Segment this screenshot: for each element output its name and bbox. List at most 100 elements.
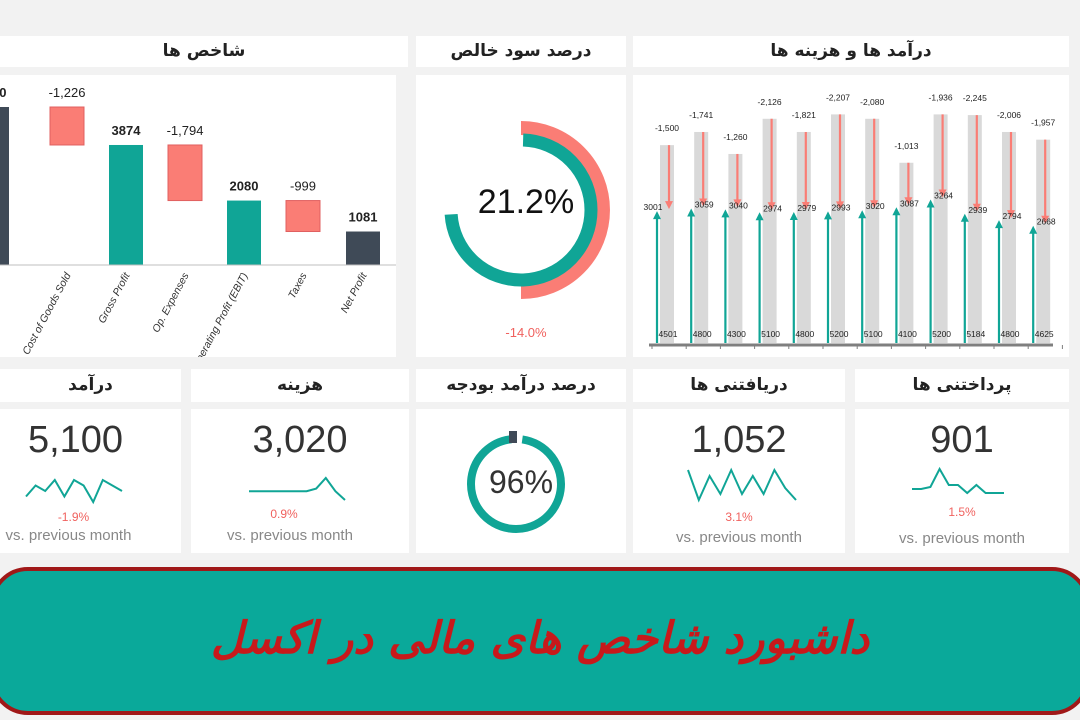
diff-label: -2,207 — [826, 92, 850, 102]
waterfall-bar — [285, 200, 321, 233]
waterfall-tick-label: Gross Profit — [96, 270, 133, 326]
waterfall-tick-label: Cost of Goods Sold — [20, 270, 74, 357]
expense-card-title: هزینه — [191, 369, 409, 402]
expense-arrow-head — [767, 202, 776, 211]
expense-arrow-head — [938, 189, 947, 198]
diff-label: -2,245 — [963, 93, 987, 103]
revenue-label: 4625 — [1035, 329, 1054, 339]
expense-label: 2668 — [1037, 217, 1056, 227]
revenue-bar — [967, 115, 982, 343]
payables-card-title: پرداختنی ها — [855, 369, 1069, 402]
expense-arrow-up — [687, 208, 696, 217]
revenue-bar — [728, 153, 743, 343]
expense-label: 3264 — [934, 191, 953, 201]
diff-label: -2,080 — [860, 97, 884, 107]
diff-label: -1,741 — [689, 110, 713, 120]
expense-arrow-head — [972, 203, 981, 212]
payables-vs-label: vs. previous month — [899, 530, 1025, 547]
banner-title: داشبورد شاخص های مالی در اکسل — [210, 613, 870, 664]
waterfall-bar — [49, 106, 85, 146]
waterfall-bar — [227, 200, 261, 265]
revenue-label: 4800 — [1001, 329, 1020, 339]
expense-label: 2939 — [968, 205, 987, 215]
revenue-bar — [796, 131, 811, 343]
revenue-bar — [933, 114, 948, 343]
diff-label: -1,013 — [894, 141, 918, 151]
waterfall-data-label: -1,226 — [49, 85, 86, 100]
waterfall-data-label: -1,794 — [167, 123, 204, 138]
expense-arrow-head — [699, 198, 708, 207]
receivables-change: 3.1% — [725, 510, 753, 524]
revenue-change: -1.9% — [57, 510, 90, 524]
revenue-label: 5100 — [761, 329, 780, 339]
net-margin-donut — [444, 121, 610, 299]
waterfall-data-label: 5100 — [0, 85, 6, 100]
revenue-label: 5200 — [830, 329, 849, 339]
budget-card-title: درصد درآمد بودجه — [416, 369, 626, 402]
net-margin-panel-title: درصد سود خالص — [416, 36, 626, 67]
sparkline-line — [687, 467, 797, 503]
expense-change: 0.9% — [270, 507, 298, 521]
expense-arrow-up — [824, 211, 832, 220]
expense-label: 3059 — [695, 200, 714, 210]
diff-label: -2,006 — [997, 110, 1021, 120]
waterfall-data-label: 3874 — [112, 123, 142, 138]
receivables-card-title: دریافتنی ها — [633, 369, 845, 402]
diff-label: -1,500 — [655, 123, 679, 133]
expense-arrow-head — [836, 201, 844, 210]
revenue-expense-chart: -1,500 3001 4501 -1,741 3059 4800 -1,260 3040 43… — [644, 92, 1063, 349]
expense-label: 3001 — [644, 202, 663, 212]
expense-arrow-head — [1041, 215, 1050, 224]
revenue-bar — [660, 145, 674, 343]
expense-card: 3,020 0.9% vs. previous month — [191, 409, 409, 553]
expense-arrow-up — [1029, 225, 1038, 234]
expense-arrow-head — [733, 199, 742, 208]
payables-value: 901 — [930, 419, 994, 461]
receivables-card: 1,052 3.1% vs. previous month — [633, 409, 845, 553]
waterfall-tick-label: Operating Profit (EBIT) — [190, 271, 251, 357]
waterfall-data-label: 2080 — [230, 179, 259, 194]
revenue-value: 5,100 — [27, 419, 124, 461]
sparkline-line — [25, 478, 123, 505]
expense-sparkline — [249, 476, 346, 501]
expense-arrow-up — [960, 213, 969, 222]
expense-arrow-head — [870, 200, 879, 209]
diff-label: -1,936 — [929, 92, 953, 102]
expense-arrow-up — [755, 212, 764, 221]
waterfall-tick-label: Net Profit — [339, 270, 371, 315]
revenue-card-title: درآمد — [0, 369, 181, 402]
kpis-panel-title: شاخص ها — [0, 36, 408, 67]
budget-value: 96% — [488, 464, 554, 500]
net-margin-arc-current — [444, 133, 598, 287]
revenue-sparkline — [25, 478, 123, 505]
rev-exp-panel: -1,500 3001 4501 -1,741 3059 4800 -1,260 3040 43… — [633, 75, 1069, 357]
revenue-bar — [762, 118, 777, 343]
revenue-vs-label: vs. previous month — [5, 527, 132, 544]
expense-arrow-up — [789, 212, 798, 221]
revenue-bar — [1002, 131, 1016, 343]
sparkline-line — [912, 466, 1004, 495]
waterfall-tick-label: Op. Expenses — [150, 270, 192, 335]
expense-label: 3040 — [729, 200, 748, 210]
title-banner: داشبورد شاخص های مالی در اکسل — [0, 567, 1080, 715]
waterfall-data-label: -999 — [290, 179, 316, 194]
revenue-label: 5100 — [864, 329, 883, 339]
revenue-card: 5,100 -1.9% vs. previous month — [0, 409, 181, 553]
budget-ring — [467, 431, 565, 533]
budget-ring-remainder — [509, 431, 517, 443]
net-margin-value: 21.2% — [477, 183, 575, 221]
net-margin-arc-previous — [520, 121, 610, 299]
expense-label: 2979 — [797, 203, 816, 213]
payables-card: 901 1.5% vs. previous month — [855, 409, 1069, 553]
diff-label: -2,126 — [758, 97, 782, 107]
receivables-value: 1,052 — [691, 419, 787, 461]
receivables-sparkline — [687, 467, 797, 503]
revenue-label: 4501 — [659, 329, 678, 339]
expense-arrow-up — [892, 207, 901, 216]
expense-arrow-head — [904, 197, 913, 206]
receivables-vs-label: vs. previous month — [676, 529, 802, 546]
expense-arrow-up — [653, 211, 661, 220]
revenue-bar — [694, 131, 709, 343]
budget-ring-fill — [467, 435, 565, 533]
